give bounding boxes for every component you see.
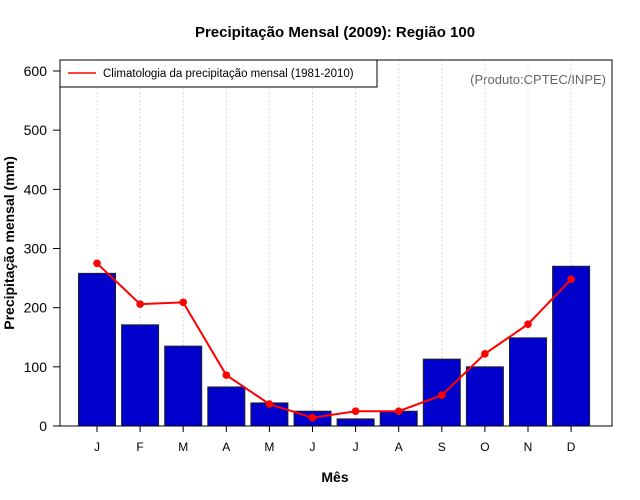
x-tick-label: J: [353, 440, 359, 454]
legend: Climatologia da precipitação mensal (198…: [59, 59, 378, 88]
bar: [207, 386, 246, 427]
bar: [121, 324, 160, 427]
bar: [336, 418, 375, 427]
climatology-point: [351, 407, 360, 416]
y-tick-label: 400: [24, 181, 48, 197]
climatology-point: [265, 400, 274, 408]
y-tick-label: 500: [24, 122, 48, 138]
climatology-point: [394, 407, 403, 416]
y-tick-label: 0: [39, 418, 47, 434]
bar: [465, 366, 504, 427]
x-tick-label: O: [480, 440, 489, 454]
climatology-point: [438, 391, 446, 400]
x-tick-label: J: [94, 440, 100, 454]
climatology-point: [524, 320, 532, 329]
y-axis-label: Precipitação mensal (mm): [1, 156, 17, 330]
x-axis-label: Mês: [321, 469, 348, 485]
legend-label: Climatologia da precipitação mensal (198…: [103, 68, 354, 80]
credit-text: (Produto:CPTEC/INPE): [470, 72, 606, 87]
bar: [78, 272, 116, 427]
bar: [552, 265, 591, 427]
legend-box: [59, 59, 378, 88]
x-tick-label: D: [567, 440, 576, 454]
climatology-point: [179, 298, 187, 307]
bar: [509, 337, 547, 427]
climatology-point: [481, 350, 489, 358]
climatology-line: [96, 262, 572, 419]
climatology-point: [308, 413, 317, 422]
y-tick-label: 600: [24, 63, 48, 79]
x-tick-label: J: [310, 440, 316, 454]
climatology-point: [136, 300, 144, 308]
x-tick-label: S: [438, 440, 446, 454]
bar: [164, 345, 203, 427]
chart-title: Precipitação Mensal (2009): Região 100: [195, 24, 475, 41]
climatology-point: [222, 371, 231, 379]
y-tick-label: 300: [24, 241, 48, 257]
y-tick-label: 100: [24, 359, 48, 375]
x-tick-label: F: [136, 440, 143, 454]
y-tick-label: 200: [24, 300, 48, 316]
x-tick-label: N: [524, 440, 533, 454]
climatology-point: [93, 259, 101, 268]
x-tick-label: M: [264, 440, 274, 454]
climatology-point: [567, 275, 575, 284]
x-tick-label: A: [395, 440, 403, 454]
x-tick-label: M: [178, 440, 188, 454]
x-tick-label: A: [222, 440, 230, 454]
